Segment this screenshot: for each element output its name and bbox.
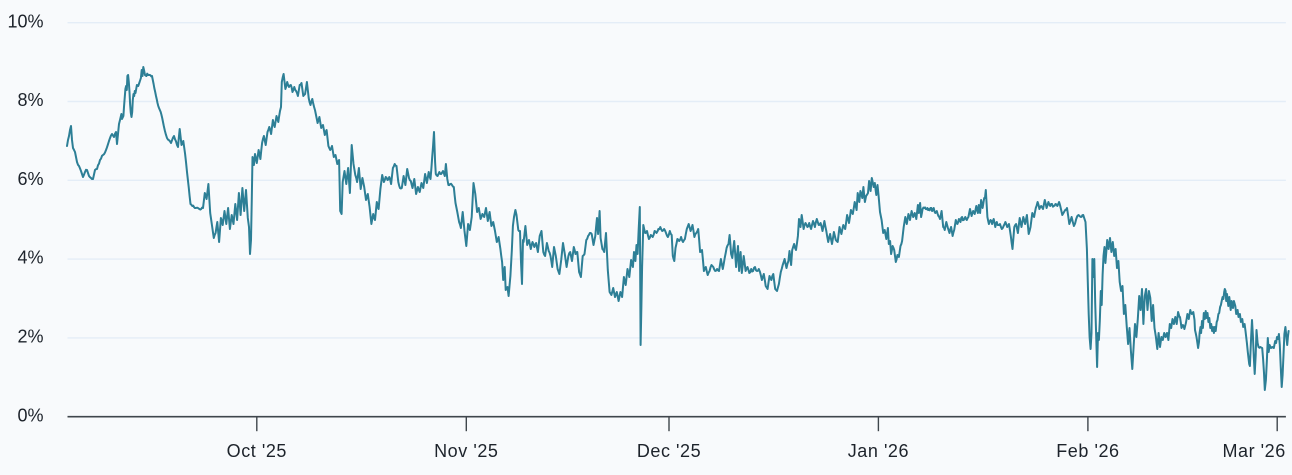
svg-text:6%: 6% [17, 169, 43, 189]
svg-text:Mar '26: Mar '26 [1222, 441, 1285, 461]
svg-text:Oct '25: Oct '25 [227, 441, 287, 461]
svg-text:Nov '25: Nov '25 [434, 441, 498, 461]
svg-text:Dec '25: Dec '25 [637, 441, 701, 461]
svg-text:0%: 0% [17, 405, 43, 425]
svg-text:8%: 8% [17, 90, 43, 110]
svg-text:4%: 4% [17, 248, 43, 268]
svg-text:Feb '26: Feb '26 [1056, 441, 1119, 461]
svg-text:10%: 10% [7, 11, 43, 31]
svg-text:2%: 2% [17, 327, 43, 347]
svg-text:Jan '26: Jan '26 [848, 441, 909, 461]
